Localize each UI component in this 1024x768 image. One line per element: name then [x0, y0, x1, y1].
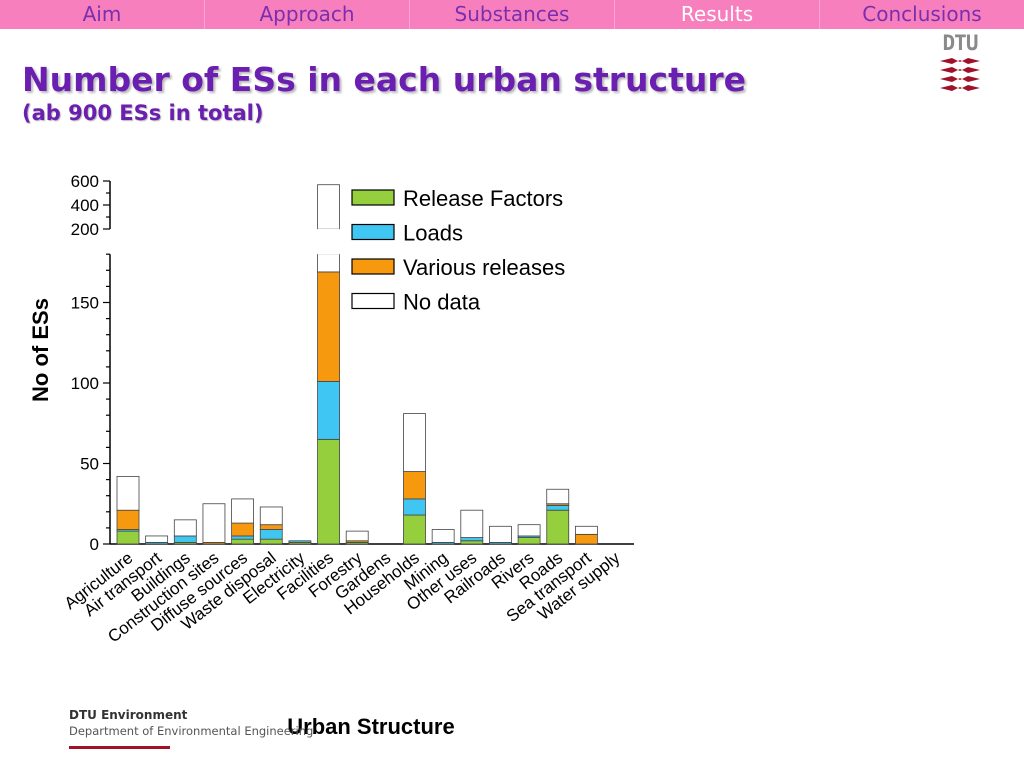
bar-segment	[460, 509, 484, 538]
bar-segment	[145, 535, 169, 543]
nav-item-conclusions[interactable]: Conclusions	[862, 2, 982, 26]
bar-segment	[317, 438, 340, 545]
legend-label: Release Factors	[403, 186, 563, 211]
y-tick-label: 0	[90, 535, 99, 554]
footer-org: DTU Environment	[69, 708, 188, 722]
dtu-logo-text: DTU	[942, 31, 979, 55]
bar-segment	[403, 498, 426, 516]
bar-segment	[231, 535, 255, 540]
x-axis-title: Urban Structure	[287, 714, 454, 739]
bar-segment	[546, 488, 570, 505]
bar-segment	[489, 525, 512, 543]
bar-segment	[173, 535, 197, 543]
dtu-logo-mark	[940, 58, 980, 91]
bar-segment	[517, 537, 541, 545]
y-axis-title: No of ESs	[28, 298, 53, 402]
bar-segment	[259, 538, 283, 545]
bar-segment	[546, 504, 570, 511]
bar-segment	[345, 530, 369, 542]
bar-segment	[116, 509, 140, 530]
bar-segment	[546, 509, 570, 545]
bar-segment	[288, 540, 312, 543]
bar-segment	[460, 537, 484, 542]
page-title: Number of ESs in each urban structure	[22, 60, 747, 99]
bar-segment	[431, 529, 455, 543]
nav-item-approach[interactable]: Approach	[205, 0, 410, 29]
bar-segment	[116, 530, 140, 545]
bar-segment	[517, 524, 541, 537]
bar-segment-upper	[317, 184, 340, 230]
y-tick-label: 100	[71, 374, 99, 393]
bar-segment	[231, 522, 255, 537]
bar-segment	[231, 498, 255, 524]
bar-segment	[317, 380, 340, 440]
bar-segment	[460, 540, 484, 545]
bar-segment	[259, 524, 283, 530]
legend-label: Various releases	[403, 255, 565, 280]
y-tick-label: 150	[71, 294, 99, 313]
legend-swatch	[351, 189, 395, 206]
bar-segment	[259, 506, 283, 526]
nav-item-substances[interactable]: Substances	[410, 0, 615, 29]
bar-segment	[116, 475, 140, 511]
y-upper-tick-label: 400	[71, 196, 99, 215]
nav-item-results[interactable]: Results	[615, 0, 820, 29]
bar-segment	[202, 503, 226, 543]
bar-segment	[403, 471, 426, 500]
legend-label: Loads	[403, 221, 463, 246]
y-upper-tick-label: 600	[71, 172, 99, 191]
top-navigation: Aim Approach Substances Results Conclusi…	[0, 0, 1024, 29]
bar-segment	[173, 519, 197, 537]
bar-segment	[259, 529, 283, 540]
bar-segment	[317, 253, 340, 273]
nav-item-aim[interactable]: Aim	[0, 0, 205, 29]
legend-swatch	[351, 292, 395, 310]
y-tick-label: 50	[80, 455, 99, 474]
y-upper-tick-label: 200	[71, 220, 99, 239]
legend-swatch	[351, 258, 395, 275]
bar-segment	[317, 271, 340, 382]
page-subtitle: (ab 900 ESs in total)	[22, 101, 264, 125]
bar-segment	[231, 538, 255, 545]
bar-segment	[403, 413, 426, 472]
footer-accent-bar	[69, 746, 170, 749]
bar-segment	[575, 533, 598, 545]
bar-segment	[403, 514, 426, 545]
legend-label: No data	[403, 290, 481, 315]
dtu-logo: DTU	[938, 32, 982, 92]
legend-swatch	[351, 223, 395, 241]
bar-segment	[575, 525, 598, 535]
footer-department: Department of Environmental Engineering	[69, 724, 314, 738]
